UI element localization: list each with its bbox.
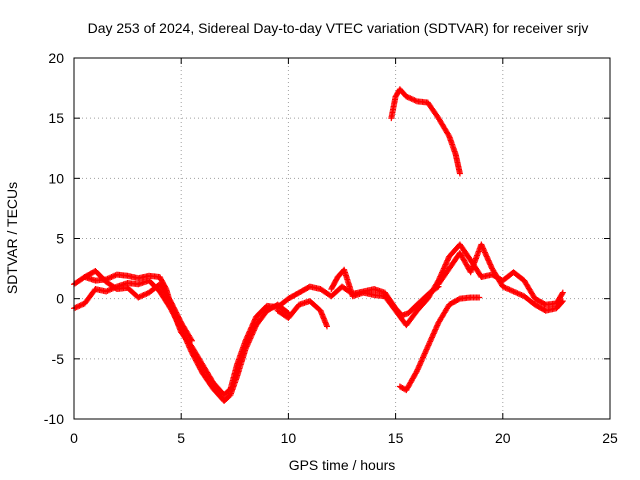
data-point	[412, 97, 419, 104]
series-arc-7	[396, 294, 483, 394]
data-point	[410, 96, 417, 103]
data-point	[413, 369, 420, 376]
data-point	[503, 285, 510, 292]
grid-layer	[74, 58, 610, 419]
data-point	[135, 294, 142, 301]
data-point	[108, 274, 115, 281]
data-point	[139, 292, 146, 299]
data-point	[445, 131, 452, 138]
data-point	[105, 287, 112, 294]
x-tick-label: 15	[388, 430, 404, 446]
data-point	[513, 289, 520, 296]
x-tick-label: 25	[602, 430, 618, 446]
data-point	[73, 304, 80, 311]
data-point	[506, 286, 513, 293]
x-tick-label: 20	[495, 430, 511, 446]
data-point	[408, 95, 415, 102]
data-point	[143, 290, 150, 297]
data-point	[515, 290, 522, 297]
series-arc-2	[71, 277, 292, 404]
data-point	[558, 299, 565, 306]
tick-layer: 0 5 10 15 20 25 -10 -5 0 5 10 15 20	[44, 50, 618, 446]
data-point	[407, 95, 414, 102]
data-point	[107, 286, 114, 293]
x-tick-label: 0	[70, 430, 78, 446]
data-point	[499, 283, 506, 290]
data-point	[559, 289, 566, 296]
data-point	[559, 290, 566, 297]
data-point	[109, 273, 116, 280]
data-point	[104, 287, 111, 294]
data-point	[510, 288, 517, 295]
data-point	[476, 294, 483, 301]
y-tick-label: 5	[56, 231, 64, 247]
data-point	[140, 292, 147, 299]
data-point	[77, 302, 84, 309]
data-point	[323, 323, 330, 330]
data-point	[403, 93, 410, 100]
data-point	[188, 337, 195, 344]
data-point	[76, 302, 83, 309]
series-arc-5	[328, 241, 566, 329]
x-axis-title: GPS time / hours	[289, 457, 396, 473]
data-point	[411, 97, 418, 104]
series-arc-8	[388, 86, 463, 177]
data-point	[136, 293, 143, 300]
data-point	[505, 286, 512, 293]
data-point	[406, 94, 412, 101]
data-point	[72, 304, 79, 311]
data-point	[507, 287, 514, 294]
y-tick-label: -10	[44, 411, 64, 427]
x-tick-label: 10	[281, 430, 297, 446]
data-point	[514, 290, 521, 297]
data-point	[75, 303, 82, 310]
data-point	[502, 284, 509, 291]
y-tick-label: 20	[48, 50, 64, 66]
series-arc-3	[81, 267, 195, 344]
data-point	[518, 292, 525, 299]
y-tick-label: 0	[56, 291, 64, 307]
data-point	[111, 272, 118, 279]
data-point	[107, 274, 114, 281]
series-arc-4	[274, 298, 330, 330]
data-point	[79, 301, 86, 308]
x-tick-label: 5	[177, 430, 185, 446]
data-point	[105, 275, 112, 282]
data-point	[103, 288, 110, 295]
data-point	[509, 287, 516, 294]
data-point	[142, 291, 149, 298]
chart-title: Day 253 of 2024, Sidereal Day-to-day VTE…	[88, 20, 589, 36]
data-point	[501, 284, 508, 291]
data-layer	[71, 86, 566, 404]
data-point	[511, 289, 518, 296]
y-tick-label: 10	[48, 170, 64, 186]
y-tick-label: -5	[52, 351, 65, 367]
data-point	[517, 291, 524, 298]
data-point	[559, 298, 566, 305]
y-tick-label: 15	[48, 110, 64, 126]
data-point	[188, 336, 195, 343]
data-point	[404, 94, 411, 101]
data-point	[456, 170, 463, 177]
series-arc-6	[435, 241, 566, 314]
data-point	[138, 293, 144, 300]
y-axis-title: SDTVAR / TECUs	[4, 182, 20, 294]
